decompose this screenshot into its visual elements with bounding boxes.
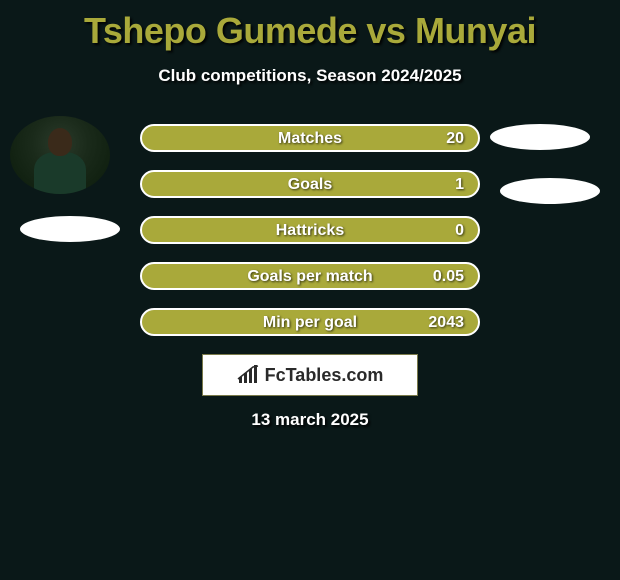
- stat-row: Matches20: [140, 124, 480, 152]
- stat-row: Hattricks0: [140, 216, 480, 244]
- stat-value: 2043: [428, 310, 464, 335]
- player-avatar-left-2: [20, 216, 120, 242]
- stat-value: 1: [455, 172, 464, 197]
- footer-date: 13 march 2025: [0, 410, 620, 430]
- stat-value: 0.05: [433, 264, 464, 289]
- stat-label: Hattricks: [142, 218, 478, 243]
- page-title: Tshepo Gumede vs Munyai: [0, 0, 620, 52]
- stat-row: Min per goal2043: [140, 308, 480, 336]
- stat-label: Goals per match: [142, 264, 478, 289]
- brand-logo-box: FcTables.com: [202, 354, 418, 396]
- player-avatar-right-2: [500, 178, 600, 204]
- stat-value: 0: [455, 218, 464, 243]
- avatar-body-shape: [34, 152, 86, 194]
- page-subtitle: Club competitions, Season 2024/2025: [0, 66, 620, 86]
- stat-label: Matches: [142, 126, 478, 151]
- avatar-head-shape: [48, 128, 72, 156]
- stat-label: Goals: [142, 172, 478, 197]
- stats-chart: Matches20 Goals1 Hattricks0 Goals per match…: [140, 124, 480, 354]
- stat-value: 20: [446, 126, 464, 151]
- bar-chart-icon: [237, 365, 259, 385]
- stat-row: Goals1: [140, 170, 480, 198]
- player-avatar-left: [10, 116, 110, 194]
- stat-row: Goals per match0.05: [140, 262, 480, 290]
- brand-logo-text: FcTables.com: [265, 365, 384, 386]
- player-avatar-right-1: [490, 124, 590, 150]
